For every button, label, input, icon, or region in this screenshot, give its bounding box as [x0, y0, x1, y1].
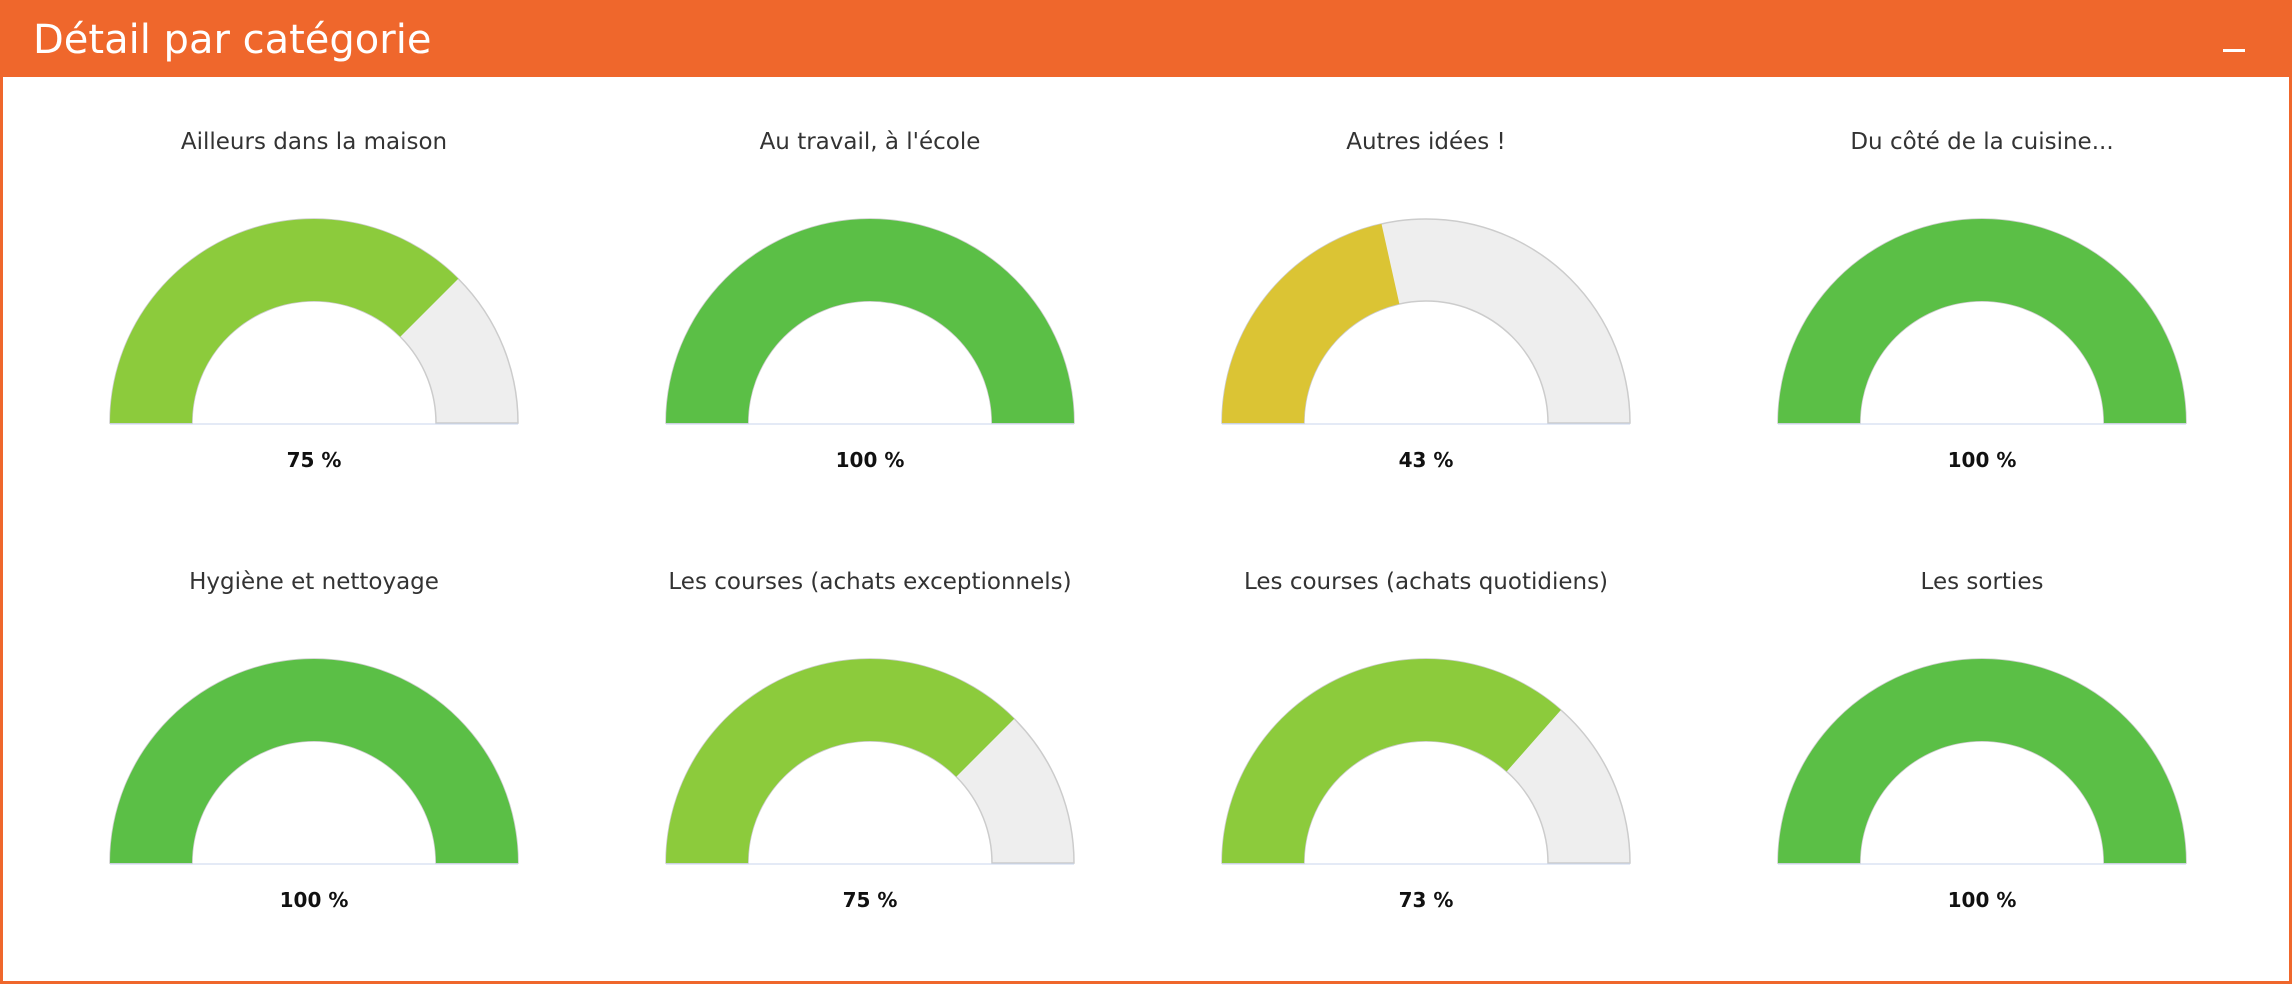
- gauge-label: Autres idées !: [1346, 129, 1506, 155]
- minus-icon: [2223, 49, 2245, 52]
- gauge-label: Ailleurs dans la maison: [180, 129, 448, 155]
- gauge-label: Du côté de la cuisine...: [1850, 129, 2114, 155]
- gauge-value: 100 %: [835, 448, 905, 472]
- gauge-card: Hygiène et nettoyage 100 %: [36, 517, 592, 937]
- gauge-fill: [666, 658, 1015, 863]
- gauge-label: Les sorties: [1920, 569, 2044, 595]
- gauge-grid: Ailleurs dans la maison 75 % Au travail,…: [3, 77, 2289, 981]
- gauge-value: 43 %: [1398, 448, 1454, 472]
- gauge-chart: [1777, 658, 2187, 865]
- gauge-chart: [109, 658, 519, 865]
- gauge-value: 100 %: [279, 888, 349, 912]
- gauge-label: Au travail, à l'école: [759, 129, 981, 155]
- gauge-label: Les courses (achats quotidiens): [1243, 569, 1609, 595]
- gauge-fill: [1778, 659, 2186, 863]
- gauge-card: Les courses (achats exceptionnels) 75 %: [592, 517, 1148, 937]
- gauge-fill: [1222, 659, 1561, 863]
- gauge-chart: [1221, 218, 1631, 425]
- gauge-fill: [666, 219, 1074, 423]
- gauge-chart: [1221, 658, 1631, 865]
- gauge-value: 100 %: [1947, 888, 2017, 912]
- gauge-chart: [109, 218, 519, 425]
- panel-title: Détail par catégorie: [33, 17, 432, 63]
- gauge-card: Autres idées ! 43 %: [1148, 77, 1704, 497]
- gauge-value: 75 %: [286, 448, 342, 472]
- gauge-fill: [1222, 223, 1400, 423]
- panel-header: Détail par catégorie: [3, 3, 2289, 77]
- gauge-chart: [665, 218, 1075, 425]
- gauge-card: Ailleurs dans la maison 75 %: [36, 77, 592, 497]
- gauge-fill: [1778, 219, 2186, 423]
- gauge-card: Du côté de la cuisine... 100 %: [1704, 77, 2260, 497]
- gauge-label: Hygiène et nettoyage: [189, 569, 439, 595]
- gauge-value: 75 %: [842, 888, 898, 912]
- gauge-value: 100 %: [1947, 448, 2017, 472]
- gauge-card: Les courses (achats quotidiens) 73 %: [1148, 517, 1704, 937]
- collapse-button[interactable]: [2213, 23, 2253, 63]
- gauge-chart: [1777, 218, 2187, 425]
- gauge-card: Les sorties 100 %: [1704, 517, 2260, 937]
- gauge-fill: [110, 218, 459, 423]
- gauge-card: Au travail, à l'école 100 %: [592, 77, 1148, 497]
- gauge-label: Les courses (achats exceptionnels): [668, 569, 1072, 595]
- gauge-chart: [665, 658, 1075, 865]
- gauge-fill: [110, 659, 518, 863]
- gauge-value: 73 %: [1398, 888, 1454, 912]
